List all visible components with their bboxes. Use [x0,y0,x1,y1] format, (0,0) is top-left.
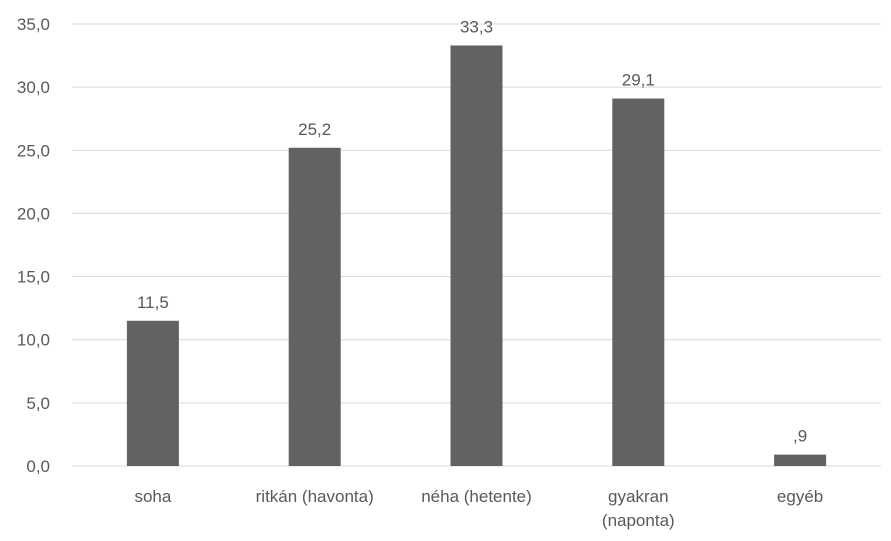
data-label: ,9 [793,427,807,446]
y-tick-label: 5,0 [26,394,50,413]
bar [126,320,179,466]
data-label: 29,1 [622,71,655,90]
x-tick-label-line: soha [134,487,171,506]
y-tick-label: 0,0 [26,457,50,476]
bar [774,454,827,466]
x-tick-label-line: néha (hetente) [421,487,532,506]
bar [612,98,665,466]
x-tick-label: gyakran (naponta) [602,487,675,530]
data-labels: 11,5 25,2 33,3 29,1 ,9 [137,17,807,445]
bars [126,45,827,467]
y-tick-label: 10,0 [17,331,50,350]
y-tick-label: 35,0 [17,15,50,34]
x-tick-label-line: ritkán (havonta) [256,487,374,506]
x-tick-label: soha [134,487,171,506]
x-tick-label: néha (hetente) [421,487,532,506]
x-tick-label: egyéb [777,487,823,506]
x-tick-label-line: egyéb [777,487,823,506]
y-tick-label: 30,0 [17,78,50,97]
x-tick-label-line: (naponta) [602,511,675,530]
data-label: 33,3 [460,17,493,36]
data-label: 11,5 [137,293,169,312]
bar [288,147,341,466]
bar [450,45,503,467]
y-axis-ticks: 0,0 5,0 10,0 15,0 20,0 25,0 30,0 35,0 [17,15,50,476]
y-tick-label: 20,0 [17,204,50,223]
x-tick-label: ritkán (havonta) [256,487,374,506]
y-tick-label: 15,0 [17,268,50,287]
data-label: 25,2 [298,120,331,139]
x-axis-ticks: soha ritkán (havonta) néha (hetente) gyakra… [134,487,823,530]
x-tick-label-line: gyakran [608,487,668,506]
y-tick-label: 25,0 [17,141,50,160]
